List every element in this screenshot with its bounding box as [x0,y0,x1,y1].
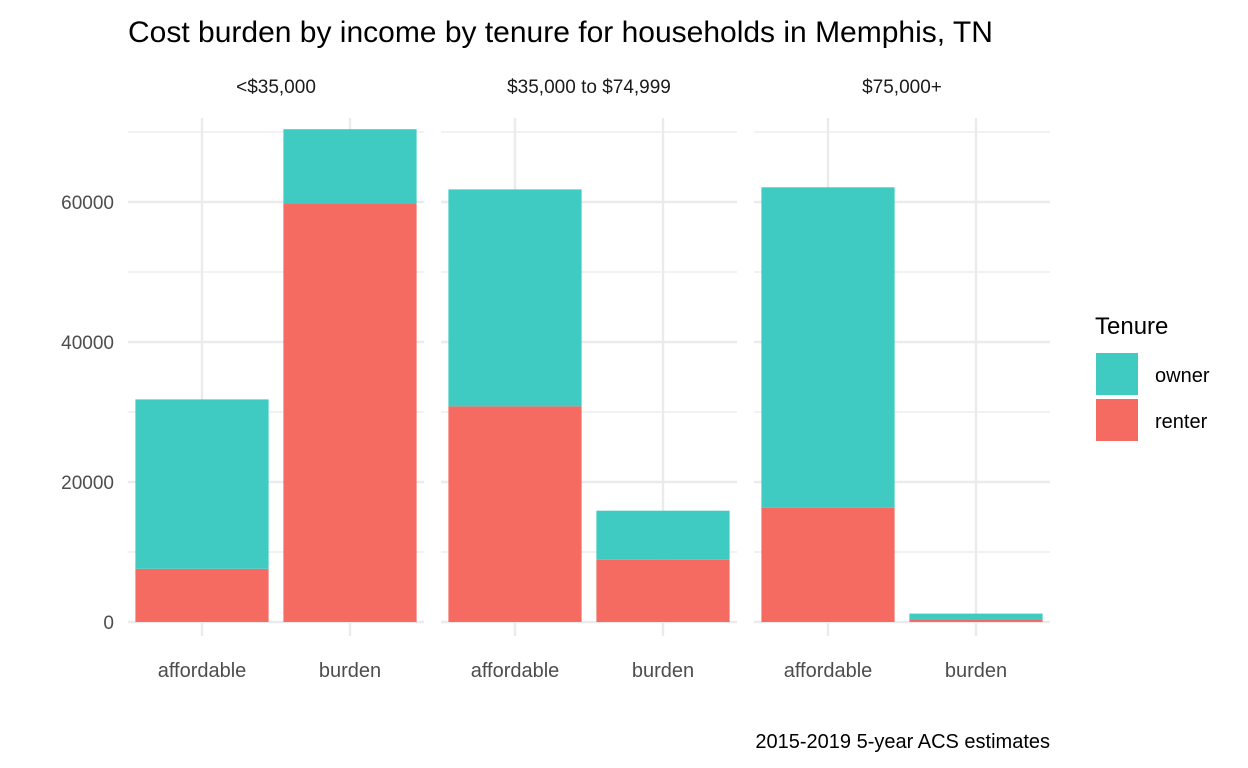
y-tick-label: 0 [103,613,114,634]
facet-panel: $35,000 to $74,999 affordable burden [441,77,737,682]
legend-label: owner [1155,365,1210,387]
x-tick-label: burden [319,660,381,682]
x-tick-label: affordable [784,660,873,682]
bar-segment-renter [283,203,417,622]
x-tick-label: burden [945,660,1007,682]
x-tick-label: burden [632,660,694,682]
bar-segment-owner [761,187,895,508]
bar-segment-owner [596,510,730,560]
legend-key-owner [1096,353,1138,395]
legend-key-renter [1096,399,1138,441]
y-tick-label: 20000 [61,473,114,494]
y-tick-label: 40000 [61,333,114,354]
bar-segment-renter [448,406,582,622]
facet-label: $35,000 to $74,999 [507,77,671,98]
chart-caption: 2015-2019 5-year ACS estimates [755,731,1050,753]
bar-segment-owner [448,189,582,407]
plot-area: 0 20000 40000 60000 <$35,000 affordable burden… [61,77,1050,682]
bar-segment-renter [761,507,895,622]
facet-label: $75,000+ [862,77,942,98]
chart-title: Cost burden by income by tenure for hous… [128,16,993,49]
bar-segment-renter [909,619,1043,622]
bar-segment-owner [909,613,1043,620]
bar-segment-renter [596,559,730,622]
legend-title: Tenure [1095,313,1168,340]
x-tick-label: affordable [158,660,247,682]
legend-label: renter [1155,411,1208,433]
facet-panel: <$35,000 affordable burden [128,77,424,682]
facet-label: <$35,000 [236,77,316,98]
facet-panel: $75,000+ affordable burden [754,77,1050,682]
bar-segment-renter [135,568,269,622]
y-tick-label: 60000 [61,193,114,214]
x-tick-label: affordable [471,660,560,682]
legend: Tenure owner renter [1095,313,1210,441]
bar-segment-owner [135,399,269,569]
bar-segment-owner [283,129,417,204]
